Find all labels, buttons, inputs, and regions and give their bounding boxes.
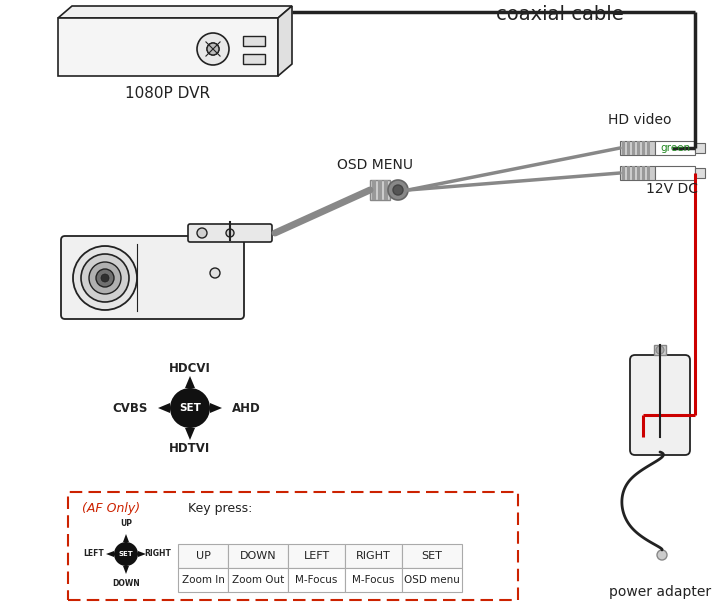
Text: M-Focus: M-Focus [295,575,338,585]
Circle shape [656,346,664,354]
Text: power adapter: power adapter [609,585,711,599]
Bar [378,180,382,200]
Text: OSD menu: OSD menu [404,575,460,585]
Text: DOWN: DOWN [112,579,140,588]
Bar [655,166,695,180]
Text: HDCVI: HDCVI [169,362,211,374]
Bar [654,345,666,355]
Text: CVBS: CVBS [112,402,148,414]
Polygon shape [123,534,129,542]
Circle shape [81,254,129,302]
Bar [655,141,695,155]
Polygon shape [278,6,292,76]
Polygon shape [210,403,222,413]
Text: SET: SET [179,403,201,413]
Bar [642,141,645,155]
Bar [620,141,655,155]
Bar [622,141,625,155]
Polygon shape [106,551,114,557]
Bar [632,166,635,180]
Circle shape [207,43,219,55]
Bar [178,544,228,568]
Bar [288,568,345,592]
Polygon shape [185,428,195,440]
Text: Key press:: Key press: [188,502,253,515]
Circle shape [197,228,207,238]
Bar [632,141,635,155]
Text: green: green [660,143,690,153]
Circle shape [89,262,121,294]
Bar [695,168,705,178]
Bar [647,166,650,180]
Bar [288,544,345,568]
Circle shape [96,269,114,287]
Bar [345,544,402,568]
Bar [58,18,278,76]
Bar [402,568,462,592]
Circle shape [207,43,219,55]
Text: 1080P DVR: 1080P DVR [125,86,210,101]
Bar [243,36,265,46]
Text: SET: SET [119,551,133,557]
Text: 12V DC: 12V DC [646,182,698,196]
Text: LEFT: LEFT [84,550,104,559]
Text: DOWN: DOWN [240,551,276,561]
Bar [384,180,388,200]
Bar [370,180,390,200]
Text: HDTVI: HDTVI [169,442,211,454]
FancyBboxPatch shape [630,355,690,455]
Text: UP: UP [196,551,210,561]
Text: M-Focus: M-Focus [352,575,395,585]
Circle shape [210,268,220,278]
Bar [178,568,228,592]
Polygon shape [158,403,170,413]
Bar [627,141,630,155]
Bar [637,166,640,180]
Circle shape [226,229,234,237]
Bar [228,544,288,568]
Text: coaxial cable: coaxial cable [496,5,624,25]
Circle shape [657,550,667,560]
Polygon shape [185,376,195,388]
Bar [620,166,655,180]
Text: RIGHT: RIGHT [145,550,171,559]
FancyBboxPatch shape [61,236,244,319]
FancyBboxPatch shape [188,224,272,242]
Text: OSD MENU: OSD MENU [337,158,413,172]
Circle shape [101,274,109,282]
Circle shape [388,180,408,200]
Polygon shape [138,551,146,557]
Circle shape [197,33,229,65]
Text: RIGHT: RIGHT [356,551,391,561]
Bar [345,568,402,592]
Polygon shape [123,566,129,574]
Bar [622,166,625,180]
Polygon shape [58,6,292,18]
Text: HD video: HD video [608,113,672,127]
Circle shape [114,542,138,566]
Text: SET: SET [422,551,442,561]
Bar [627,166,630,180]
Bar [68,492,518,600]
Bar [642,166,645,180]
Text: UP: UP [120,519,132,528]
Circle shape [393,185,403,195]
Bar [402,544,462,568]
Bar [243,54,265,64]
Bar [637,141,640,155]
Text: AHD: AHD [232,402,261,414]
Text: (AF Only): (AF Only) [82,502,140,515]
Bar [695,143,705,153]
Bar [647,141,650,155]
Text: LEFT: LEFT [303,551,330,561]
Text: Zoom Out: Zoom Out [232,575,284,585]
Bar [228,568,288,592]
Text: Zoom In: Zoom In [181,575,225,585]
Bar [372,180,376,200]
Circle shape [170,388,210,428]
Circle shape [73,246,137,310]
